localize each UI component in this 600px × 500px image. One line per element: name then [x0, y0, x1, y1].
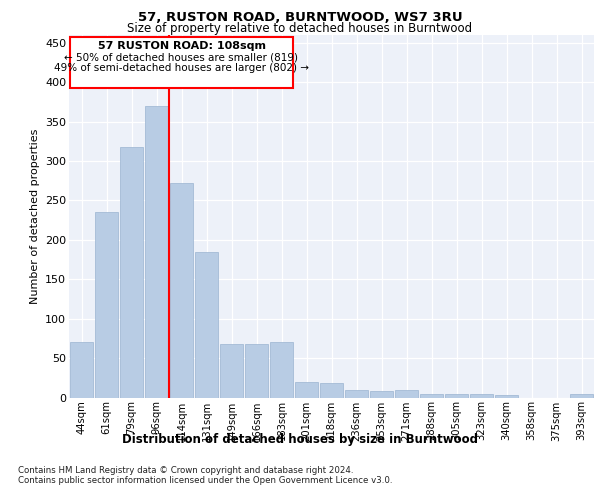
- Bar: [70, 342, 93, 398]
- Text: 57 RUSTON ROAD: 108sqm: 57 RUSTON ROAD: 108sqm: [97, 40, 265, 50]
- Bar: [245, 344, 268, 398]
- Text: Distribution of detached houses by size in Burntwood: Distribution of detached houses by size …: [122, 432, 478, 446]
- Bar: [145, 106, 168, 398]
- Bar: [495, 395, 518, 398]
- Bar: [220, 344, 243, 398]
- Text: 57, RUSTON ROAD, BURNTWOOD, WS7 3RU: 57, RUSTON ROAD, BURNTWOOD, WS7 3RU: [137, 11, 463, 24]
- Bar: [420, 394, 443, 398]
- Text: Size of property relative to detached houses in Burntwood: Size of property relative to detached ho…: [127, 22, 473, 35]
- Bar: [270, 342, 293, 398]
- Bar: [120, 147, 143, 398]
- Bar: [470, 394, 493, 398]
- Bar: [170, 183, 193, 398]
- Bar: [295, 382, 318, 398]
- Bar: [395, 390, 418, 398]
- Bar: [445, 394, 468, 398]
- Bar: [320, 382, 343, 398]
- Bar: [570, 394, 593, 398]
- Text: Contains public sector information licensed under the Open Government Licence v3: Contains public sector information licen…: [18, 476, 392, 485]
- Text: 49% of semi-detached houses are larger (802) →: 49% of semi-detached houses are larger (…: [54, 64, 309, 74]
- Bar: [195, 252, 218, 398]
- FancyBboxPatch shape: [70, 36, 293, 88]
- Text: ← 50% of detached houses are smaller (819): ← 50% of detached houses are smaller (81…: [65, 52, 299, 62]
- Text: Contains HM Land Registry data © Crown copyright and database right 2024.: Contains HM Land Registry data © Crown c…: [18, 466, 353, 475]
- Bar: [95, 212, 118, 398]
- Bar: [370, 391, 393, 398]
- Y-axis label: Number of detached properties: Number of detached properties: [29, 128, 40, 304]
- Bar: [345, 390, 368, 398]
